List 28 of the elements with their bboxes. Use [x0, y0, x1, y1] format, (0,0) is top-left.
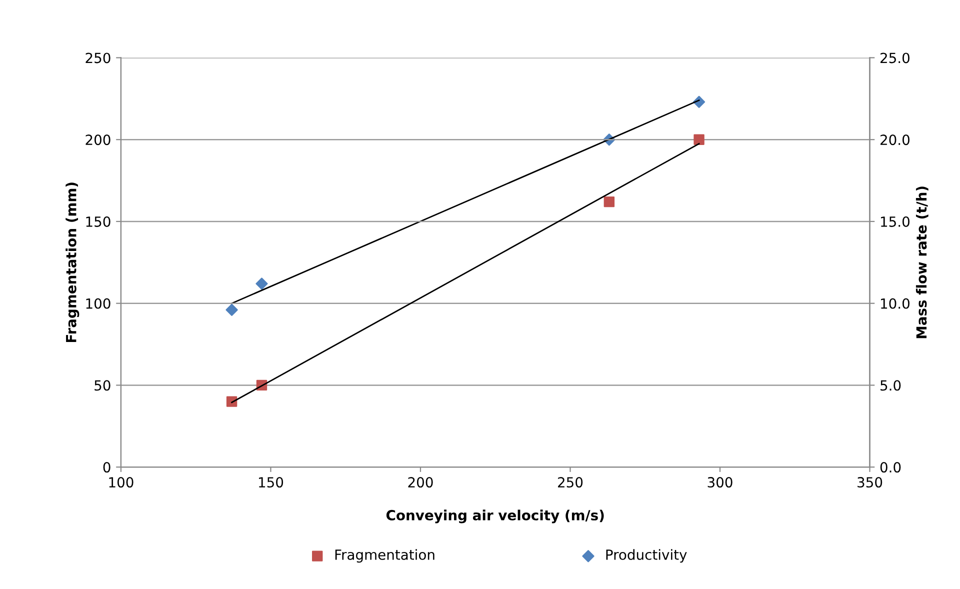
y2-axis-title: Mass flow rate (t/h) — [916, 186, 928, 338]
y-tick-label: 50 — [94, 380, 110, 391]
y-tick-label: 100 — [86, 298, 110, 309]
point — [604, 196, 615, 208]
point — [256, 278, 268, 290]
x-axis-title: Conveying air velocity (m/s) — [386, 510, 604, 524]
y-tick-label: 0 — [103, 462, 110, 473]
legend-label: Productivity — [606, 549, 687, 563]
y-tick-label: 250 — [86, 52, 110, 64]
point — [226, 396, 238, 407]
y-tick-label: 150 — [86, 216, 110, 227]
point — [694, 134, 704, 145]
y2-tick-label: 25.0 — [880, 52, 910, 64]
point — [226, 304, 238, 316]
y2-tick-label: 0.0 — [880, 462, 901, 473]
x-tick-label: 350 — [858, 477, 882, 488]
y-tick-label: 200 — [86, 134, 110, 146]
x-tick-label: 100 — [109, 477, 134, 488]
y2-tick-label: 10.0 — [881, 298, 910, 309]
y2-tick-label: 5.0 — [880, 380, 901, 391]
x-tick-label: 150 — [258, 477, 284, 488]
x-tick-label: 200 — [408, 477, 433, 488]
x-tick-label: 250 — [558, 477, 583, 488]
x-tick-label: 300 — [708, 477, 732, 488]
legend-label: Fragmentation — [335, 549, 434, 563]
y2-tick-label: 15.0 — [881, 216, 910, 227]
y2-tick-label: 20.0 — [880, 134, 910, 146]
y-axis-title: Fragmentation (mm) — [66, 182, 80, 342]
